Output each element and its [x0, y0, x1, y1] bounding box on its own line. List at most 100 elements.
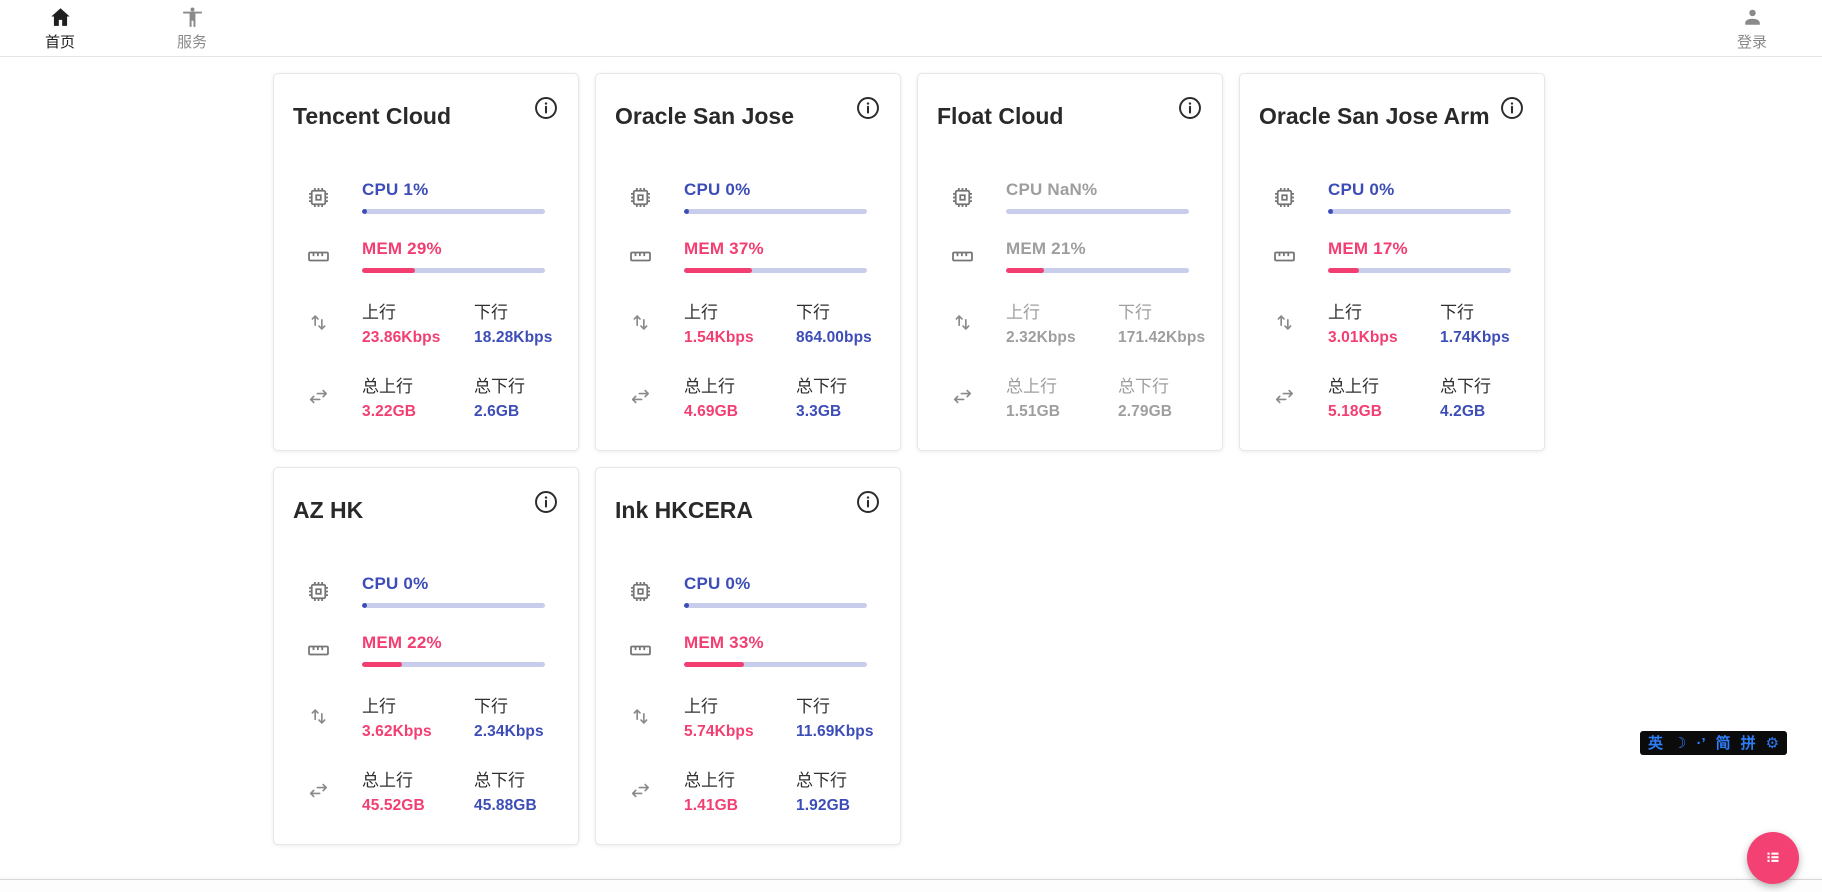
download-value: 171.42Kbps — [1118, 329, 1206, 346]
info-button[interactable] — [533, 95, 559, 121]
cpu-progress-track — [684, 209, 867, 214]
cpu-progress-fill — [1328, 209, 1333, 214]
home-icon — [48, 5, 73, 30]
person-icon — [1740, 5, 1765, 30]
moon-icon[interactable]: ☽ — [1673, 734, 1687, 752]
nav-item-label: 首页 — [44, 33, 75, 51]
total-upload: 总上行 1.41GB — [684, 766, 796, 815]
top-toolbar: 首页 服务 登录 — [0, 0, 1822, 57]
upload-value: 23.86Kbps — [362, 329, 441, 346]
total-download: 总下行 2.6GB — [474, 372, 586, 421]
cpu-chip-icon — [918, 185, 1006, 210]
download-value: 18.28Kbps — [474, 329, 553, 346]
info-icon — [1177, 97, 1203, 124]
cpu-usage-label: CPU 1% — [362, 180, 429, 199]
server-card: Float Cloud CP — [917, 73, 1223, 451]
info-icon — [855, 491, 881, 518]
cpu-usage-label: CPU 0% — [1328, 180, 1395, 199]
total-upload-label: 总上行 — [362, 377, 413, 396]
compare-arrows-icon — [274, 384, 362, 409]
total-upload-label: 总上行 — [1328, 377, 1379, 396]
server-card: AZ HK CPU 0% — [273, 467, 579, 845]
download-label: 下行 — [796, 303, 830, 322]
server-name: Tencent Cloud — [293, 103, 452, 129]
upload-label: 上行 — [684, 697, 718, 716]
ruler-icon — [596, 638, 684, 663]
server-grid: Tencent Cloud — [273, 73, 1561, 845]
network-total-row: 总上行 4.69GB 总下行 3.3GB — [596, 372, 900, 421]
mem-usage-label: MEM 17% — [1328, 239, 1408, 258]
info-icon — [533, 491, 559, 518]
info-button[interactable] — [1499, 95, 1525, 121]
nav-item-login[interactable]: 登录 — [1726, 5, 1778, 52]
download-rate: 下行 171.42Kbps — [1118, 298, 1230, 347]
server-card: Ink HKCERA CPU — [595, 467, 901, 845]
ime-english-key[interactable]: 英 — [1648, 734, 1664, 752]
total-upload: 总上行 5.18GB — [1328, 372, 1440, 421]
nav-item-home[interactable]: 首页 — [34, 5, 86, 52]
server-list-fab[interactable] — [1747, 832, 1799, 884]
network-rate-row: 上行 3.62Kbps 下行 2.34Kbps — [274, 692, 578, 741]
download-label: 下行 — [474, 697, 508, 716]
network-rate-row: 上行 3.01Kbps 下行 1.74Kbps — [1240, 298, 1544, 347]
nav-item-services[interactable]: 服务 — [166, 5, 218, 52]
info-button[interactable] — [1177, 95, 1203, 121]
mem-row: MEM 29% — [274, 239, 578, 273]
swap-vert-icon — [274, 704, 362, 729]
ruler-icon — [274, 244, 362, 269]
mem-progress-fill — [1328, 268, 1360, 273]
upload-label: 上行 — [362, 303, 396, 322]
ime-pinyin-key[interactable]: 拼 — [1740, 734, 1756, 752]
mem-progress-fill — [684, 662, 745, 667]
total-download: 总下行 2.79GB — [1118, 372, 1230, 421]
compare-arrows-icon — [596, 384, 684, 409]
total-upload-value: 45.52GB — [362, 797, 425, 814]
nav-item-label: 服务 — [176, 33, 207, 51]
upload-value: 3.01Kbps — [1328, 329, 1398, 346]
ruler-icon — [918, 244, 1006, 269]
total-upload-value: 4.69GB — [684, 403, 739, 420]
download-label: 下行 — [1440, 303, 1474, 322]
cpu-chip-icon — [274, 185, 362, 210]
upload-rate: 上行 3.62Kbps — [362, 692, 474, 741]
upload-value: 5.74Kbps — [684, 723, 754, 740]
server-name: Ink HKCERA — [615, 497, 754, 523]
server-stats: CPU 0% MEM 37% — [596, 180, 900, 421]
ime-punctuation-key[interactable]: ·’ — [1696, 734, 1706, 752]
cpu-usage-label: CPU NaN% — [1006, 180, 1098, 199]
server-stats: CPU 0% MEM 17% — [1240, 180, 1544, 421]
info-icon — [855, 97, 881, 124]
upload-rate: 上行 23.86Kbps — [362, 298, 474, 347]
cpu-row: CPU 0% — [596, 574, 900, 608]
gear-icon[interactable]: ⚙ — [1765, 734, 1780, 752]
nav-item-label: 登录 — [1736, 33, 1767, 51]
total-download-value: 3.3GB — [796, 403, 842, 420]
total-download-value: 1.92GB — [796, 797, 851, 814]
upload-rate: 上行 5.74Kbps — [684, 692, 796, 741]
mem-row: MEM 37% — [596, 239, 900, 273]
cpu-progress-fill — [684, 603, 689, 608]
mem-progress-fill — [362, 662, 403, 667]
info-button[interactable] — [533, 489, 559, 515]
total-download: 总下行 4.2GB — [1440, 372, 1552, 421]
mem-row: MEM 17% — [1240, 239, 1544, 273]
total-download-value: 2.79GB — [1118, 403, 1173, 420]
server-name: AZ HK — [293, 497, 364, 523]
mem-progress-track — [684, 662, 867, 667]
cpu-progress-fill — [362, 603, 367, 608]
server-name: Float Cloud — [937, 103, 1064, 129]
total-download-label: 总下行 — [1118, 377, 1169, 396]
mem-progress-fill — [1006, 268, 1045, 273]
compare-arrows-icon — [274, 778, 362, 803]
cpu-usage-label: CPU 0% — [684, 180, 751, 199]
download-rate: 下行 11.69Kbps — [796, 692, 908, 741]
download-rate: 下行 864.00bps — [796, 298, 908, 347]
info-button[interactable] — [855, 489, 881, 515]
total-upload-label: 总上行 — [684, 377, 735, 396]
download-value: 2.34Kbps — [474, 723, 544, 740]
mem-progress-track — [362, 268, 545, 273]
total-download-value: 4.2GB — [1440, 403, 1486, 420]
info-button[interactable] — [855, 95, 881, 121]
ime-simplified-key[interactable]: 简 — [1715, 734, 1731, 752]
download-value: 1.74Kbps — [1440, 329, 1510, 346]
